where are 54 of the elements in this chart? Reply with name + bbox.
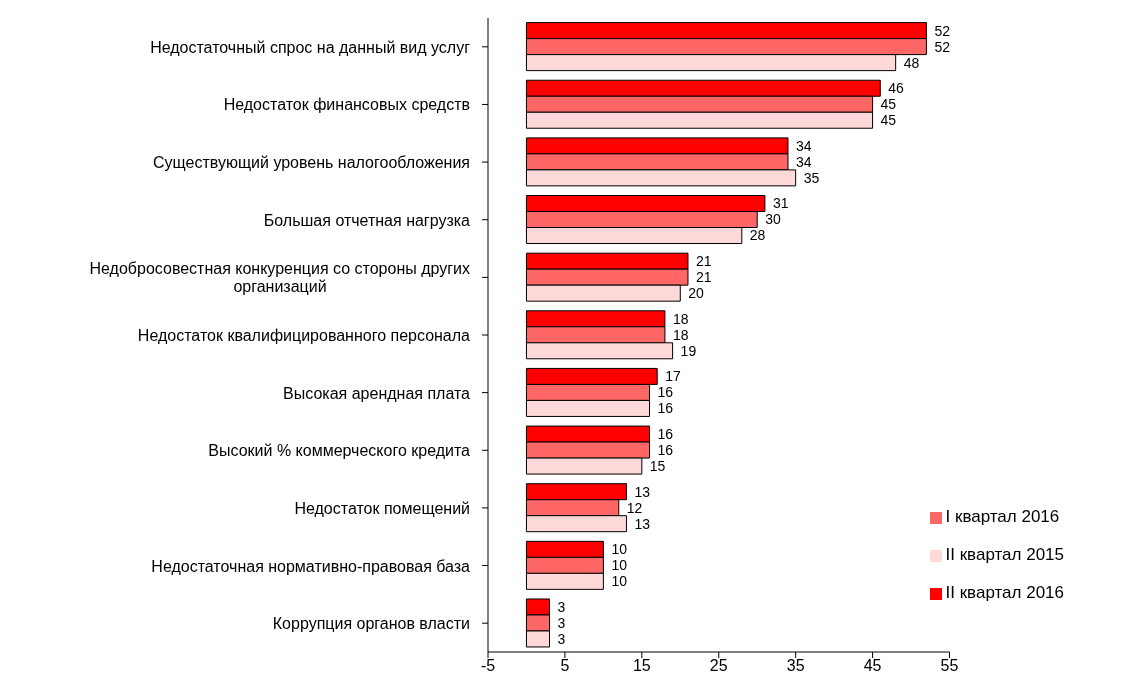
y-tick-label: Недостаточная нормативно-правовая база: [151, 557, 471, 575]
legend-label: I квартал 2016: [945, 507, 1060, 526]
data-label: 16: [657, 384, 674, 401]
data-label: 10: [611, 573, 628, 590]
data-label: 13: [634, 515, 651, 532]
data-label: 15: [649, 458, 666, 475]
y-tick-label: Недостаточный спрос на данный вид услуг: [150, 38, 471, 56]
legend-label: II квартал 2015: [945, 545, 1064, 564]
data-label: 45: [880, 96, 897, 113]
data-label: 52: [934, 22, 951, 39]
data-label: 35: [803, 169, 820, 186]
y-tick-label: Большая отчетная нагрузка: [263, 211, 471, 229]
data-label: 46: [888, 80, 905, 97]
data-label: 48: [903, 54, 920, 71]
y-tick-label: Высокая арендная плата: [283, 384, 471, 402]
data-label: 13: [634, 483, 651, 500]
data-label: 10: [611, 557, 628, 574]
y-tick-label: Недостаток финансовых средств: [223, 95, 470, 113]
data-label: 10: [611, 541, 628, 558]
data-label: 20: [688, 285, 705, 302]
y-tick-label: Высокий % коммерческого кредита: [208, 441, 471, 459]
data-label: 34: [795, 153, 812, 170]
data-label: 18: [672, 326, 689, 343]
y-tick-label: Недостаток помещений: [294, 499, 470, 517]
data-label: 30: [765, 211, 781, 228]
x-tick-label: 25: [709, 657, 728, 675]
x-tick-label: 35: [786, 657, 805, 675]
y-tick-label: Недостаток квалифицированного персонала: [137, 326, 471, 344]
data-label: 16: [657, 426, 674, 443]
data-label: 12: [626, 499, 643, 516]
data-label: 19: [680, 342, 697, 359]
legend-label: II квартал 2016: [945, 583, 1064, 602]
data-label: 18: [672, 310, 689, 327]
data-label: 3: [557, 630, 566, 647]
x-tick-label: 45: [863, 657, 882, 675]
data-label: 16: [657, 442, 674, 459]
data-label: 17: [665, 368, 681, 385]
x-tick-label: 55: [940, 657, 959, 675]
data-label: 21: [695, 269, 712, 286]
x-tick-label: 5: [560, 657, 570, 675]
data-label: 34: [795, 137, 812, 154]
data-label: 3: [557, 614, 566, 631]
data-label: 45: [880, 112, 897, 129]
y-tick-label: Коррупция органов власти: [272, 614, 470, 632]
data-label: 21: [695, 253, 712, 270]
x-tick-label: 15: [632, 657, 651, 675]
y-tick-label: Существующий уровень налогообложения: [153, 153, 470, 171]
data-label: 3: [557, 598, 566, 615]
y-tick-label: Недобросовестная конкуренция со стороны других организаций: [89, 259, 470, 295]
x-tick-label: -5: [480, 657, 496, 675]
data-label: 31: [772, 195, 789, 212]
data-label: 52: [934, 38, 951, 55]
data-label: 16: [657, 400, 674, 417]
data-label: 28: [749, 227, 766, 244]
